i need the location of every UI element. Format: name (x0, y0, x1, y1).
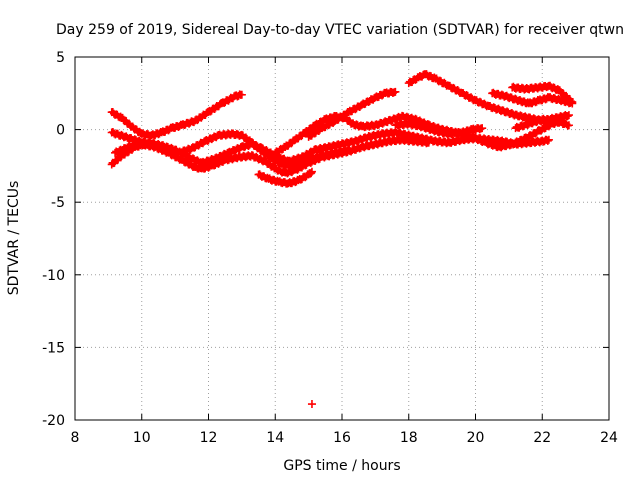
x-tick-label: 14 (266, 430, 284, 446)
x-tick-label: 18 (400, 430, 418, 446)
axis-ticks: 8 10 12 14 16 18 20 22 24 5 0 -5 -10 -15 -20 (42, 50, 618, 446)
data-point (563, 112, 572, 121)
y-tick-label: 5 (56, 50, 65, 66)
series-track-7 (304, 87, 400, 141)
data-series (107, 70, 577, 409)
data-point (307, 169, 316, 178)
series-track-11 (508, 81, 577, 107)
chart-title: Day 259 of 2019, Sidereal Day-to-day VTE… (56, 22, 624, 38)
data-point (391, 87, 400, 96)
data-point (564, 111, 573, 120)
y-tick-label: 0 (56, 123, 65, 139)
y-tick-label: -15 (42, 340, 65, 356)
x-tick-label: 20 (467, 430, 485, 446)
x-tick-label: 22 (533, 430, 551, 446)
series-track-8 (391, 119, 487, 139)
y-tick-label: -5 (51, 195, 65, 211)
series-outlier (307, 400, 316, 409)
data-point (424, 138, 433, 147)
y-axis-label: SDTVAR / TECUs (6, 181, 22, 296)
data-point (566, 97, 575, 106)
grid (75, 57, 609, 420)
x-tick-label: 24 (600, 430, 618, 446)
data-point (544, 135, 553, 144)
series-track-4 (111, 134, 433, 178)
x-tick-label: 16 (333, 430, 351, 446)
data-point (478, 124, 487, 133)
data-point (307, 400, 316, 409)
x-tick-label: 8 (71, 430, 80, 446)
data-point (307, 167, 316, 176)
y-tick-label: -10 (42, 268, 65, 284)
series-track-3 (107, 127, 553, 169)
data-point (237, 90, 246, 99)
data-point (543, 136, 552, 145)
data-point (564, 121, 573, 130)
series-track-1 (107, 90, 246, 140)
series-track-12 (511, 114, 573, 133)
x-tick-label: 10 (133, 430, 151, 446)
x-axis-label: GPS time / hours (283, 458, 400, 474)
series-track-5 (254, 167, 316, 188)
x-tick-label: 12 (200, 430, 218, 446)
y-tick-label: -20 (42, 413, 65, 429)
data-point (568, 98, 577, 107)
